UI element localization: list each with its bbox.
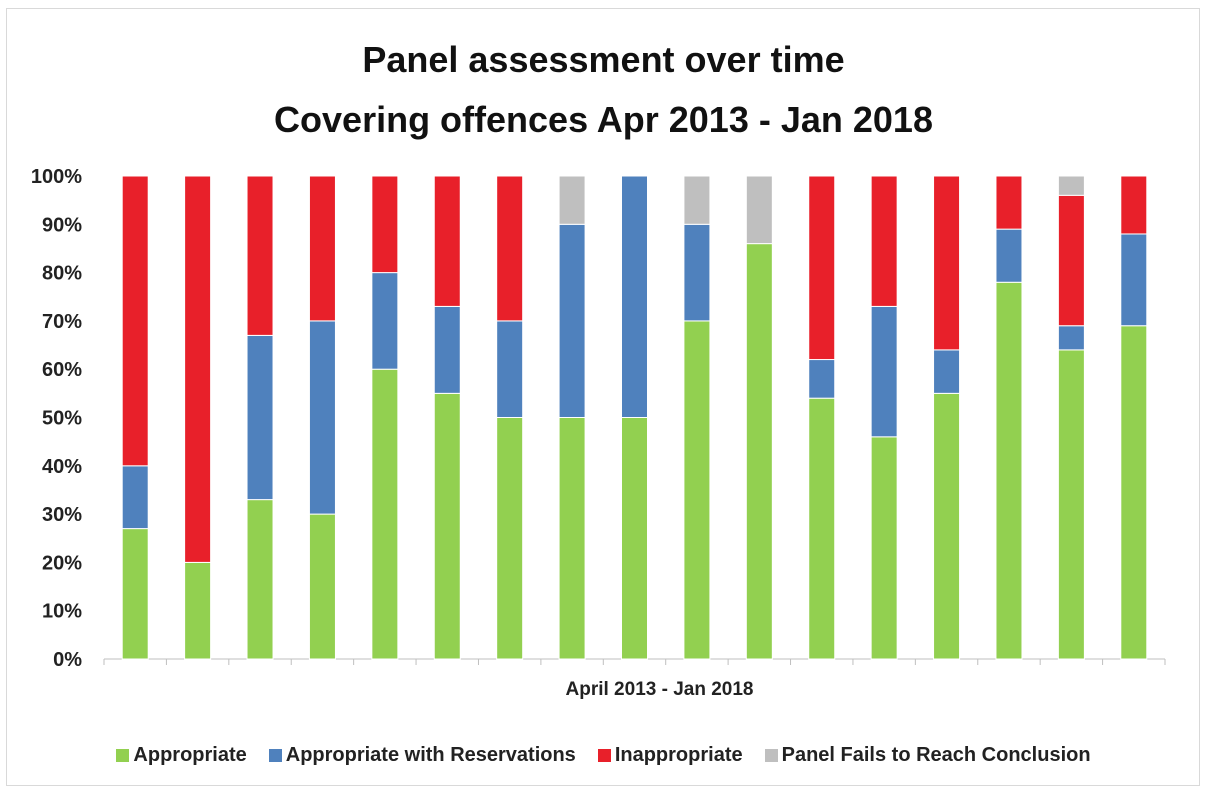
bar-segment-inappropriate xyxy=(308,175,336,322)
legend-label-inappropriate: Inappropriate xyxy=(614,744,743,766)
bar-segment-appropriate xyxy=(933,392,961,660)
bar-segment-appropriate xyxy=(621,417,648,660)
bar-segment-panel-fails-to-reach-conclusion xyxy=(745,175,773,245)
bar-segment-appropriate-with-reservations xyxy=(433,305,461,394)
bar-segment-inappropriate xyxy=(1057,194,1085,327)
bar-segment-panel-fails-to-reach-conclusion xyxy=(683,175,711,225)
bar-segment-inappropriate xyxy=(121,175,149,467)
legend-item-panel-fails: Panel Fails to Reach Conclusion xyxy=(764,744,1091,767)
chart-title: Panel assessment over time xyxy=(362,39,845,80)
y-tick-label: 30% xyxy=(42,504,82,526)
bar-segment-appropriate-with-reservations xyxy=(870,305,898,438)
bar-segment-appropriate-with-reservations xyxy=(246,334,274,501)
y-tick-label: 20% xyxy=(42,552,82,574)
bar-segment-appropriate-with-reservations xyxy=(621,175,648,418)
bar-segment-inappropriate xyxy=(870,175,898,307)
y-tick-label: 40% xyxy=(42,456,82,478)
bar-segment-appropriate-with-reservations xyxy=(496,320,524,418)
bar-segment-appropriate xyxy=(1120,325,1148,660)
bar-segment-inappropriate xyxy=(433,175,461,307)
bar-segment-inappropriate xyxy=(371,175,399,274)
y-tick-label: 10% xyxy=(42,601,82,623)
bar-segment-appropriate xyxy=(995,281,1023,660)
chart-subtitle: Covering offences Apr 2013 - Jan 2018 xyxy=(274,99,933,140)
bar-segment-panel-fails-to-reach-conclusion xyxy=(558,175,586,225)
bar-segment-appropriate xyxy=(745,243,773,660)
bar-segment-inappropriate xyxy=(995,175,1023,230)
x-axis-title: April 2013 - Jan 2018 xyxy=(566,679,754,700)
bar-segment-appropriate-with-reservations xyxy=(558,223,586,418)
bar-segment-appropriate xyxy=(496,417,524,660)
bar-segment-appropriate xyxy=(371,368,399,660)
bar-segment-appropriate xyxy=(558,417,586,660)
bar-segment-appropriate-with-reservations xyxy=(808,359,836,399)
bar-segment-inappropriate xyxy=(184,175,212,563)
bar-segment-appropriate xyxy=(1057,349,1085,660)
bar-segment-inappropriate xyxy=(496,175,524,322)
bar-segment-inappropriate xyxy=(1120,175,1148,235)
bar-segment-appropriate-with-reservations xyxy=(933,349,961,394)
bar-segment-appropriate-with-reservations xyxy=(1120,233,1148,327)
legend-swatch-appropriate-with-reservations xyxy=(268,749,282,762)
y-tick-label: 70% xyxy=(42,311,82,333)
bar-segment-panel-fails-to-reach-conclusion xyxy=(1057,175,1085,196)
y-tick-label: 80% xyxy=(42,263,82,285)
y-tick-label: 0% xyxy=(53,649,82,671)
bar-segment-appropriate-with-reservations xyxy=(121,465,149,530)
legend-swatch-inappropriate xyxy=(597,749,611,762)
legend-item-inappropriate: Inappropriate xyxy=(597,744,743,767)
bar-segment-inappropriate xyxy=(808,175,836,361)
bar-segment-appropriate xyxy=(121,528,149,660)
bar-segment-appropriate-with-reservations xyxy=(308,320,336,515)
legend-swatch-appropriate xyxy=(116,749,130,762)
chart-legend: Appropriate Appropriate with Reservation… xyxy=(0,744,1207,767)
bar-segment-appropriate xyxy=(870,436,898,660)
y-tick-label: 100% xyxy=(31,166,82,188)
y-tick-label: 60% xyxy=(42,359,82,381)
bar-segment-appropriate-with-reservations xyxy=(1057,325,1085,351)
legend-item-appropriate: Appropriate xyxy=(116,744,247,767)
legend-label-appropriate: Appropriate xyxy=(133,744,247,766)
legend-label-appropriate-with-reservations: Appropriate with Reservations xyxy=(285,744,576,766)
legend-swatch-panel-fails xyxy=(764,749,778,762)
bar-segment-appropriate-with-reservations xyxy=(683,223,711,322)
bar-segment-appropriate-with-reservations xyxy=(995,228,1023,283)
bar-segment-appropriate xyxy=(808,397,836,660)
bar-segment-inappropriate xyxy=(933,175,961,351)
y-tick-label: 90% xyxy=(42,214,82,236)
bar-segment-appropriate xyxy=(433,392,461,660)
bar-segment-appropriate xyxy=(246,499,274,660)
bar-segment-appropriate xyxy=(308,513,336,660)
legend-item-appropriate-with-reservations: Appropriate with Reservations xyxy=(268,744,576,767)
bar-segment-inappropriate xyxy=(246,175,274,336)
legend-label-panel-fails: Panel Fails to Reach Conclusion xyxy=(781,744,1091,766)
bar-segment-appropriate xyxy=(184,561,212,660)
y-tick-label: 50% xyxy=(42,408,82,430)
bar-segment-appropriate-with-reservations xyxy=(371,272,399,370)
bar-segment-appropriate xyxy=(683,320,711,660)
